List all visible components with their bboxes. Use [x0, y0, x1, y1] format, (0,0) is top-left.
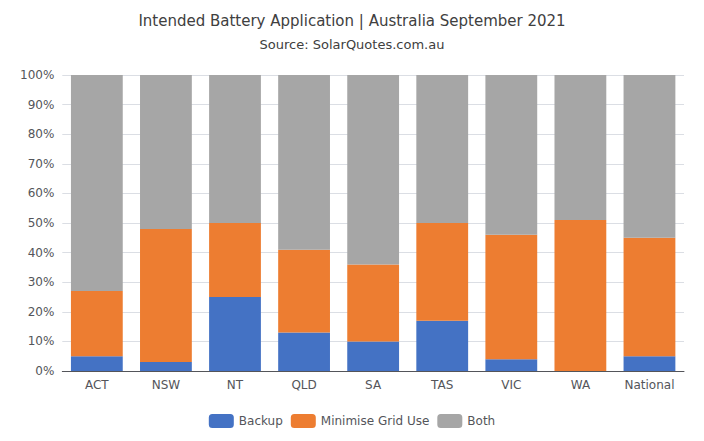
svg-text:Both: Both [467, 414, 495, 428]
svg-text:WA: WA [571, 378, 591, 392]
svg-text:Backup: Backup [239, 414, 283, 428]
svg-text:0%: 0% [35, 364, 54, 378]
svg-text:90%: 90% [28, 98, 55, 112]
svg-text:40%: 40% [28, 246, 55, 260]
svg-text:60%: 60% [28, 186, 55, 200]
svg-text:100%: 100% [20, 68, 54, 82]
svg-text:VIC: VIC [501, 378, 521, 392]
svg-text:70%: 70% [28, 157, 55, 171]
svg-text:Intended Battery Application |: Intended Battery Application | Australia… [138, 12, 565, 30]
svg-text:QLD: QLD [291, 378, 316, 392]
svg-text:TAS: TAS [430, 378, 453, 392]
svg-text:NT: NT [227, 378, 244, 392]
svg-text:30%: 30% [28, 275, 55, 289]
svg-text:50%: 50% [28, 216, 55, 230]
svg-text:National: National [624, 378, 674, 392]
svg-text:SA: SA [365, 378, 382, 392]
svg-text:NSW: NSW [152, 378, 181, 392]
svg-text:10%: 10% [28, 334, 55, 348]
svg-text:Minimise Grid Use: Minimise Grid Use [321, 414, 430, 428]
svg-text:Source: SolarQuotes.com.au: Source: SolarQuotes.com.au [260, 37, 445, 52]
svg-text:20%: 20% [28, 305, 55, 319]
svg-text:80%: 80% [28, 127, 55, 141]
svg-text:ACT: ACT [85, 378, 109, 392]
